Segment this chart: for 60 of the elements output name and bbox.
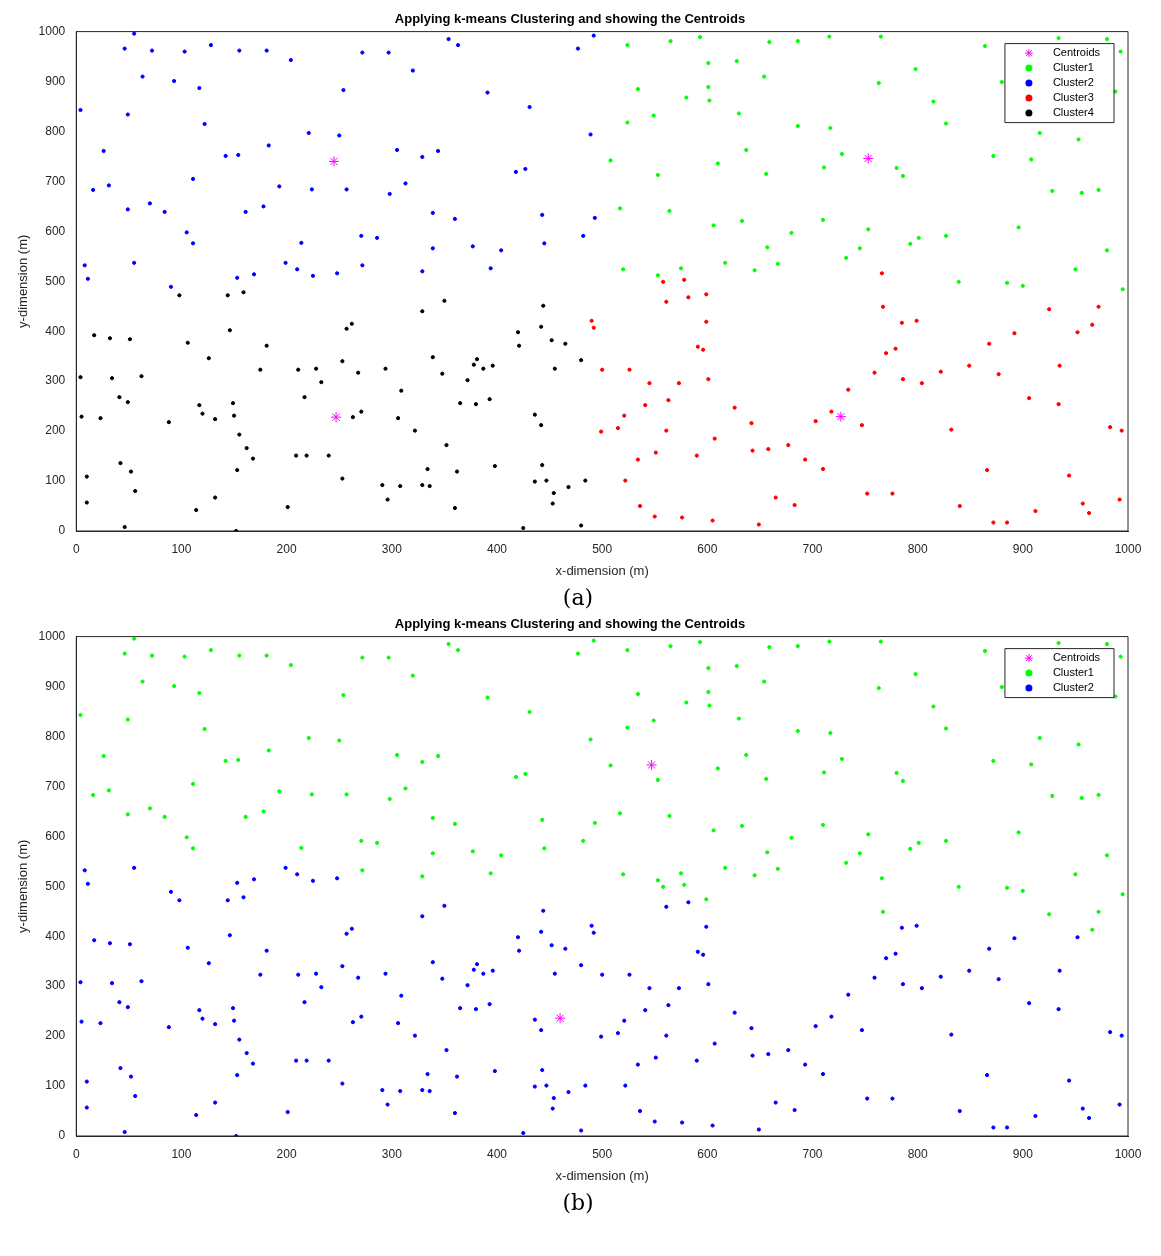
x-tick-label: 800 xyxy=(907,541,928,556)
x-tick-label: 0 xyxy=(72,1146,80,1161)
y-tick-label: 100 xyxy=(45,1078,66,1093)
legend-label: Cluster2 xyxy=(1052,681,1094,694)
x-tick-label: 200 xyxy=(276,541,297,556)
y-tick-label: 0 xyxy=(58,523,66,538)
x-tick-label: 600 xyxy=(697,541,718,556)
y-tick-label: 300 xyxy=(45,978,66,993)
text: (a) xyxy=(561,584,595,612)
chart-title: Applying k-means Clustering and showing the Centroids xyxy=(394,11,746,27)
x-tick-label: 300 xyxy=(381,1146,403,1161)
y-tick-label: 600 xyxy=(45,828,66,843)
y-tick-label: 600 xyxy=(45,223,66,238)
x-tick-label: 1000 xyxy=(1114,541,1142,556)
text: (b) xyxy=(561,1189,595,1217)
x-tick-label: 400 xyxy=(486,1146,508,1161)
x-tick-label: 1000 xyxy=(1114,1146,1142,1161)
y-tick-label: 100 xyxy=(45,473,66,488)
y-tick-label: 800 xyxy=(45,728,66,743)
legend-label: Cluster1 xyxy=(1052,61,1094,74)
x-tick-label: 300 xyxy=(381,541,403,556)
y-tick-label: 400 xyxy=(45,323,66,338)
x-tick-label: 500 xyxy=(592,541,613,556)
y-tick-label: 500 xyxy=(45,273,66,288)
legend-label: Centroids xyxy=(1052,651,1101,664)
legend-label: Cluster4 xyxy=(1052,106,1094,119)
x-tick-label: 400 xyxy=(486,541,508,556)
x-tick-label: 100 xyxy=(171,1146,192,1161)
legend-label: Centroids xyxy=(1052,46,1101,59)
y-tick-label: 500 xyxy=(45,878,66,893)
x-tick-label: 800 xyxy=(907,1146,928,1161)
y-tick-label: 900 xyxy=(45,678,66,693)
y-tick-label: 200 xyxy=(45,1028,66,1043)
x-axis-title: x-dimension (m) xyxy=(555,1167,649,1183)
y-tick-label: 900 xyxy=(45,73,66,88)
y-tick-label: 1000 xyxy=(38,23,66,38)
y-axis-title: y-dimension (m) xyxy=(15,839,31,933)
y-tick-label: 1000 xyxy=(38,628,66,643)
x-tick-label: 500 xyxy=(592,1146,613,1161)
y-axis-title: y-dimension (m) xyxy=(15,234,31,328)
x-tick-label: 100 xyxy=(171,541,192,556)
x-axis-title: x-dimension (m) xyxy=(555,562,649,578)
x-tick-label: 0 xyxy=(72,541,80,556)
x-tick-label: 600 xyxy=(697,1146,718,1161)
y-tick-label: 300 xyxy=(45,373,66,388)
y-tick-label: 800 xyxy=(45,123,66,138)
chart-title: Applying k-means Clustering and showing the Centroids xyxy=(394,616,746,632)
x-tick-label: 200 xyxy=(276,1146,297,1161)
y-tick-label: 400 xyxy=(45,928,66,943)
y-tick-label: 200 xyxy=(45,423,66,438)
legend-label: Cluster2 xyxy=(1052,76,1094,89)
legend-label: Cluster3 xyxy=(1052,91,1094,104)
y-tick-label: 700 xyxy=(45,778,66,793)
legend-label: Cluster1 xyxy=(1052,666,1094,679)
x-tick-label: 700 xyxy=(802,541,823,556)
x-tick-label: 900 xyxy=(1012,1146,1034,1161)
y-tick-label: 0 xyxy=(58,1128,66,1143)
x-tick-label: 700 xyxy=(802,1146,823,1161)
x-tick-label: 900 xyxy=(1012,541,1034,556)
y-tick-label: 700 xyxy=(45,173,66,188)
